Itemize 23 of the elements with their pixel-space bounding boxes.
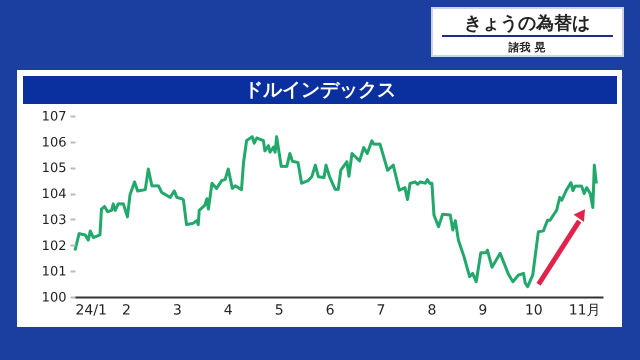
text: きょうの為替は (464, 13, 590, 34)
line-series (74, 135, 598, 288)
x-tick-label: 7 (376, 302, 386, 318)
y-tick-label: 100 (42, 290, 66, 306)
x-tick-label: 2 (122, 302, 131, 318)
x-tick-label: 3 (172, 302, 182, 318)
y-tick-label: 101 (42, 264, 66, 280)
x-tick-label: 8 (427, 302, 436, 318)
x-tick-label: 5 (274, 302, 284, 318)
x-tick-label: 6 (326, 302, 335, 318)
x-tick-label: 10 (524, 302, 543, 318)
x-tick-label: 9 (478, 302, 488, 318)
y-tick-label: 107 (42, 110, 66, 124)
chart-title: ドルインデックス (244, 79, 396, 101)
text: 諸我 晃 (508, 41, 546, 54)
x-tick-label: 11月 (568, 302, 601, 318)
x-tick-label: 4 (224, 302, 233, 318)
y-tick-label: 102 (42, 238, 66, 254)
y-tick-label: 104 (42, 187, 66, 202)
x-tick-label: 24/1 (76, 302, 107, 318)
y-tick-label: 105 (42, 161, 66, 176)
y-tick-label: 103 (42, 212, 66, 228)
y-tick-label: 106 (42, 135, 66, 150)
